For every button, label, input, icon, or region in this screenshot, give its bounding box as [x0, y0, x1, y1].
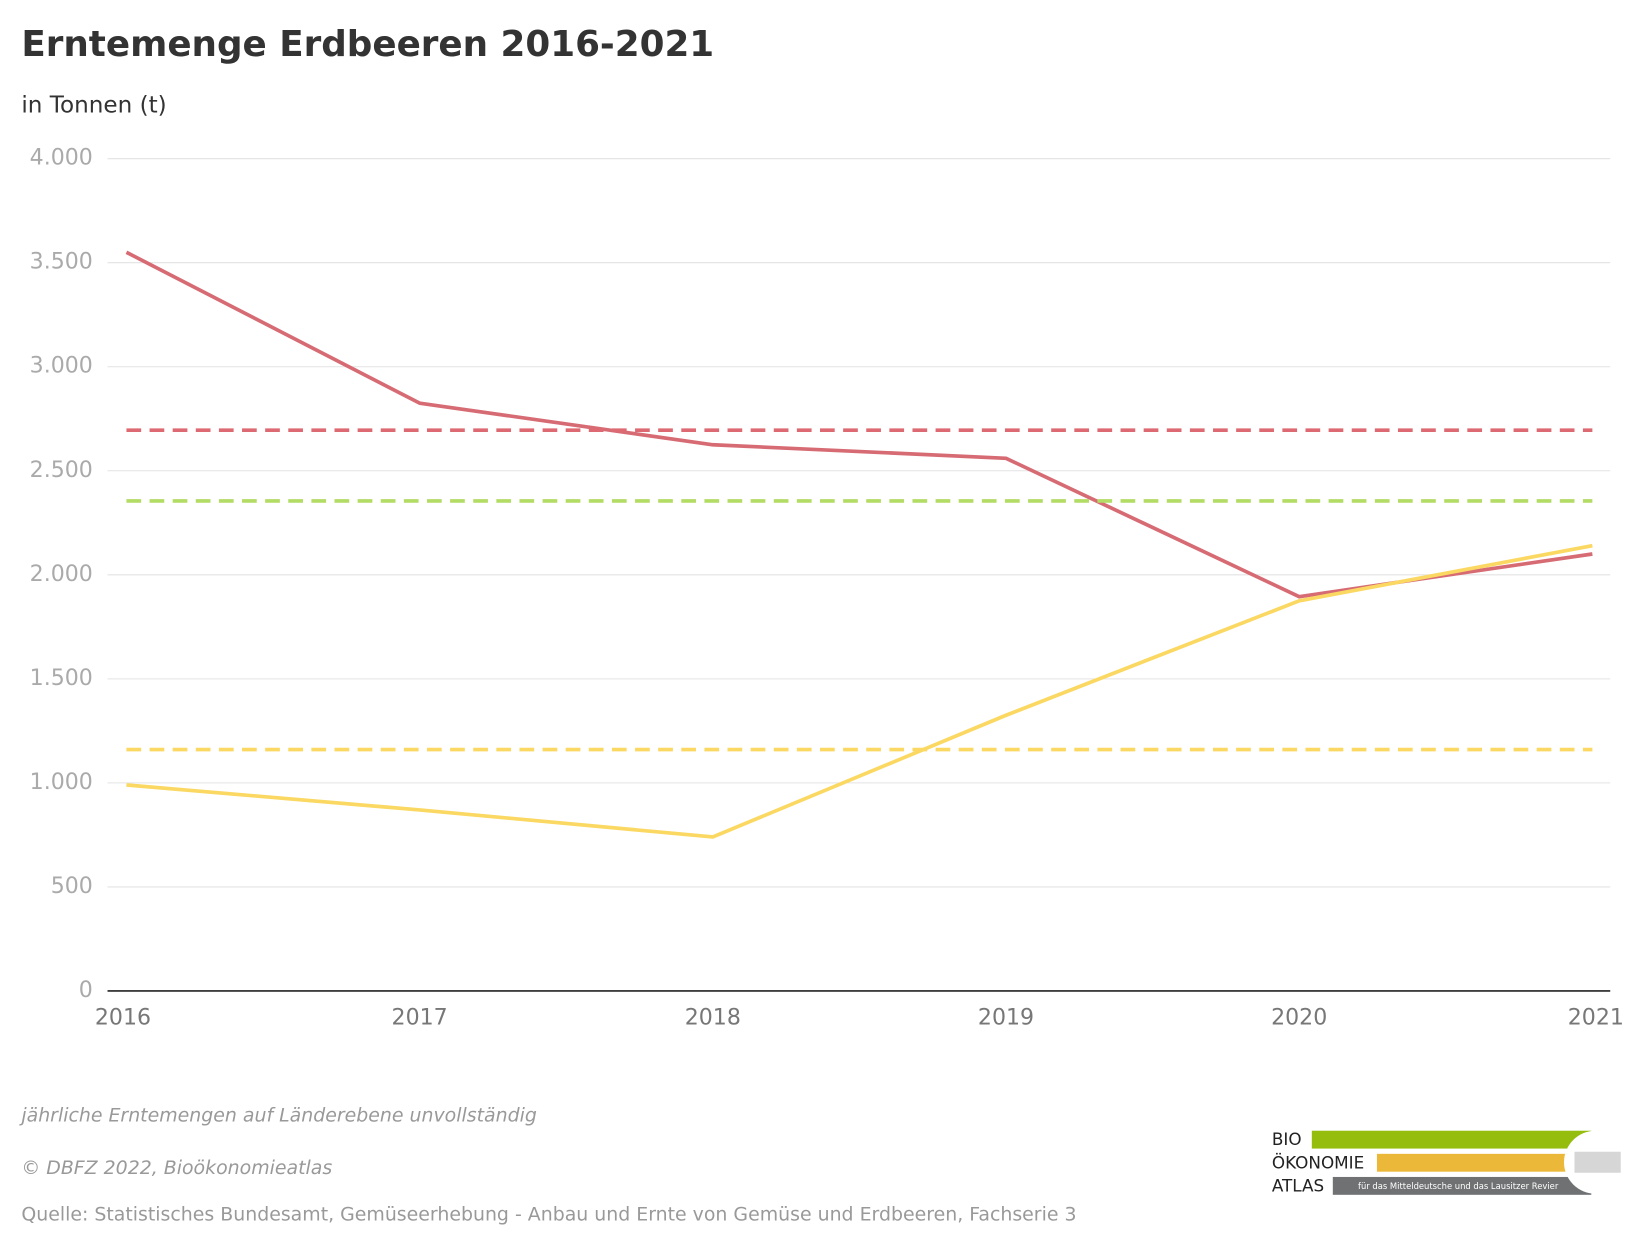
logo: BIO ÖKONOMIE ATLAS für das Mitteldeutsch… [1272, 1129, 1628, 1195]
y-tick-label: 2.500 [30, 458, 93, 483]
copyright: © DBFZ 2022, Bioökonomieatlas [21, 1157, 332, 1179]
logo-text: BIO [1272, 1129, 1302, 1149]
logo-bar [1311, 1130, 1592, 1149]
y-tick-label: 1.500 [30, 666, 93, 691]
logo-tagline: für das Mitteldeutsche und das Lausitzer… [1358, 1181, 1559, 1191]
y-tick-label: 500 [51, 874, 93, 899]
logo-map [1574, 1151, 1621, 1173]
x-tick-label: 2020 [1271, 1005, 1327, 1030]
x-tick-label: 2018 [685, 1005, 741, 1030]
y-tick-label: 2.000 [30, 562, 93, 587]
logo-bar [1332, 1176, 1592, 1195]
y-tick-label: 4.000 [30, 146, 93, 171]
y-tick-label: 3.000 [30, 354, 93, 379]
series-line [125, 250, 1593, 599]
y-tick-label: 0 [79, 978, 93, 1003]
subtitle: in Tonnen (t) [21, 93, 166, 119]
x-tick-label: 2016 [95, 1005, 151, 1030]
note: jährliche Erntemengen auf Länderebene un… [18, 1105, 536, 1127]
logo-bar [1376, 1153, 1592, 1172]
y-tick-label: 3.500 [30, 250, 93, 275]
x-tick-label: 2017 [392, 1005, 448, 1030]
logo-text: ATLAS [1272, 1175, 1324, 1195]
x-tick-label: 2021 [1568, 1005, 1624, 1030]
source: Quelle: Statistisches Bundesamt, Gemüsee… [21, 1203, 1076, 1225]
series-line [126, 543, 1593, 839]
y-tick-label: 1.000 [30, 770, 93, 795]
logo-text: ÖKONOMIE [1272, 1151, 1364, 1172]
chart-title: Erntemenge Erdbeeren 2016-2021 [21, 24, 714, 65]
x-tick-label: 2019 [978, 1005, 1034, 1030]
